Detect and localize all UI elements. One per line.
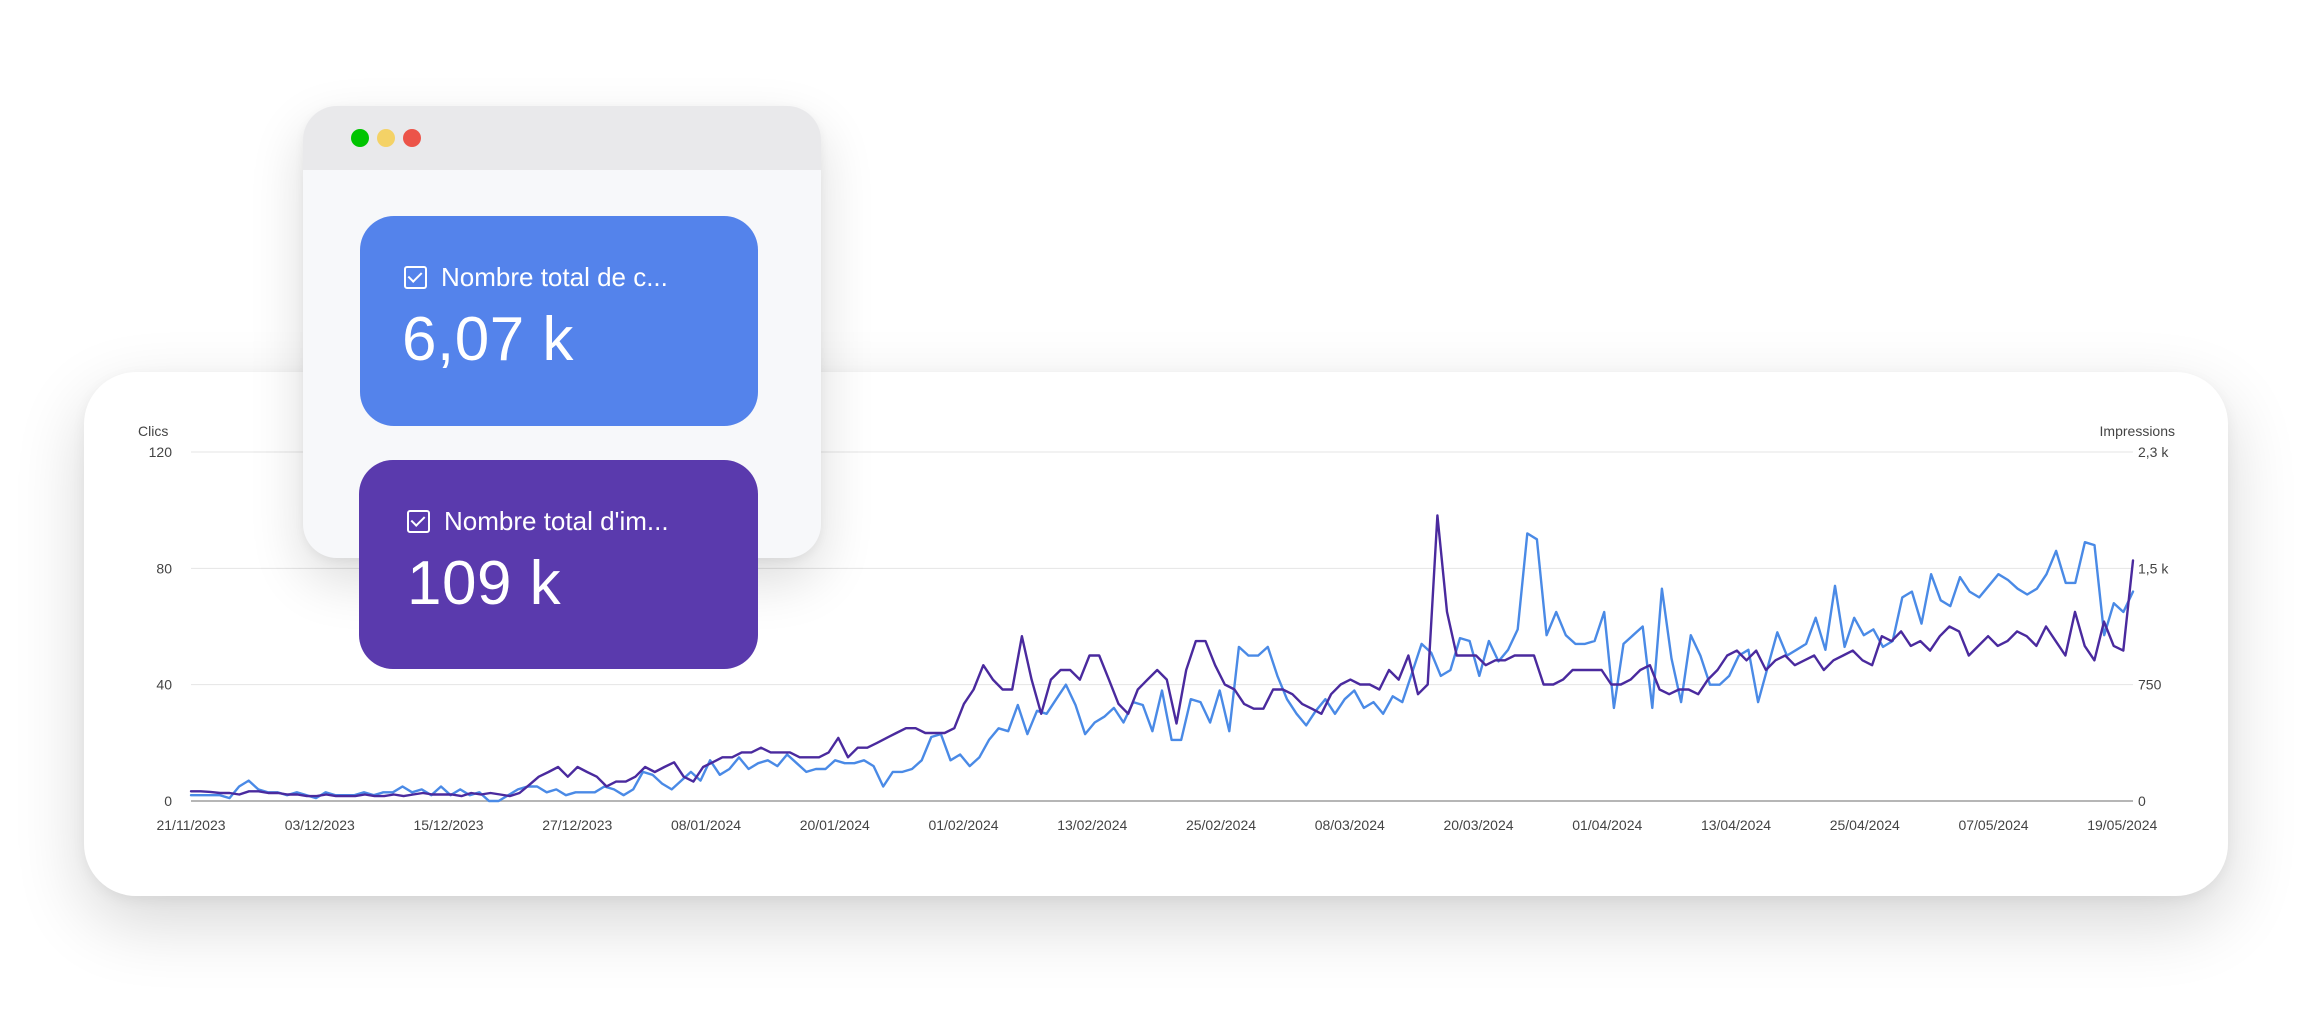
window-close-dot[interactable] [403,129,421,147]
total-clicks-header: Nombre total de c... [404,262,668,293]
x-tick-label: 25/02/2024 [1186,817,1256,833]
x-tick-label: 25/04/2024 [1830,817,1900,833]
x-tick-label: 08/01/2024 [671,817,741,833]
x-tick-label: 27/12/2023 [542,817,612,833]
y-left-tick-label: 80 [156,560,172,576]
clicks-series-line [189,532,2135,803]
x-tick-label: 15/12/2023 [413,817,483,833]
checkbox-checked-icon[interactable] [404,266,427,289]
total-impressions-tile[interactable]: Nombre total d'im... 109 k [359,460,758,669]
total-clicks-value: 6,07 k [402,305,574,374]
total-clicks-tile[interactable]: Nombre total de c... 6,07 k [360,216,758,426]
window-minimize-dot[interactable] [377,129,395,147]
y-left-tick-label: 0 [164,793,172,809]
performance-chart: Clics Impressions 120 80 40 0 2,3 k 1,5 k 750… [138,423,2175,833]
y-right-tick-label: 2,3 k [2138,444,2169,460]
y-right-tick-label: 1,5 k [2138,560,2169,576]
right-axis-title: Impressions [2100,423,2175,439]
x-tick-label: 13/02/2024 [1057,817,1127,833]
x-tick-label: 01/02/2024 [928,817,998,833]
total-clicks-label: Nombre total de c... [441,262,668,292]
x-tick-label: 20/01/2024 [800,817,870,833]
window-titlebar [303,106,821,170]
x-tick-label: 13/04/2024 [1701,817,1771,833]
x-tick-label: 21/11/2023 [156,817,225,833]
y-right-tick-label: 0 [2138,793,2146,809]
checkbox-checked-icon[interactable] [407,510,430,533]
window-maximize-dot[interactable] [351,129,369,147]
x-tick-label: 07/05/2024 [1958,817,2028,833]
total-impressions-header: Nombre total d'im... [407,506,669,537]
x-tick-label: 03/12/2023 [285,817,355,833]
x-tick-label: 19/05/2024 [2087,817,2157,833]
x-tick-label: 20/03/2024 [1443,817,1513,833]
x-axis-ticks: 21/11/2023 03/12/2023 15/12/2023 27/12/2023… [156,817,2157,833]
y-left-tick-label: 120 [149,444,173,460]
right-axis-ticks: 2,3 k 1,5 k 750 0 [2138,444,2169,809]
left-axis-title: Clics [138,423,168,439]
impressions-series-line [189,514,2135,798]
left-axis-ticks: 120 80 40 0 [149,444,173,809]
x-tick-label: 08/03/2024 [1315,817,1385,833]
total-impressions-label: Nombre total d'im... [444,506,669,536]
y-right-tick-label: 750 [2138,677,2162,693]
x-tick-label: 01/04/2024 [1572,817,1642,833]
total-impressions-value: 109 k [407,549,562,618]
chart-series [189,514,2135,803]
y-left-tick-label: 40 [156,677,172,693]
